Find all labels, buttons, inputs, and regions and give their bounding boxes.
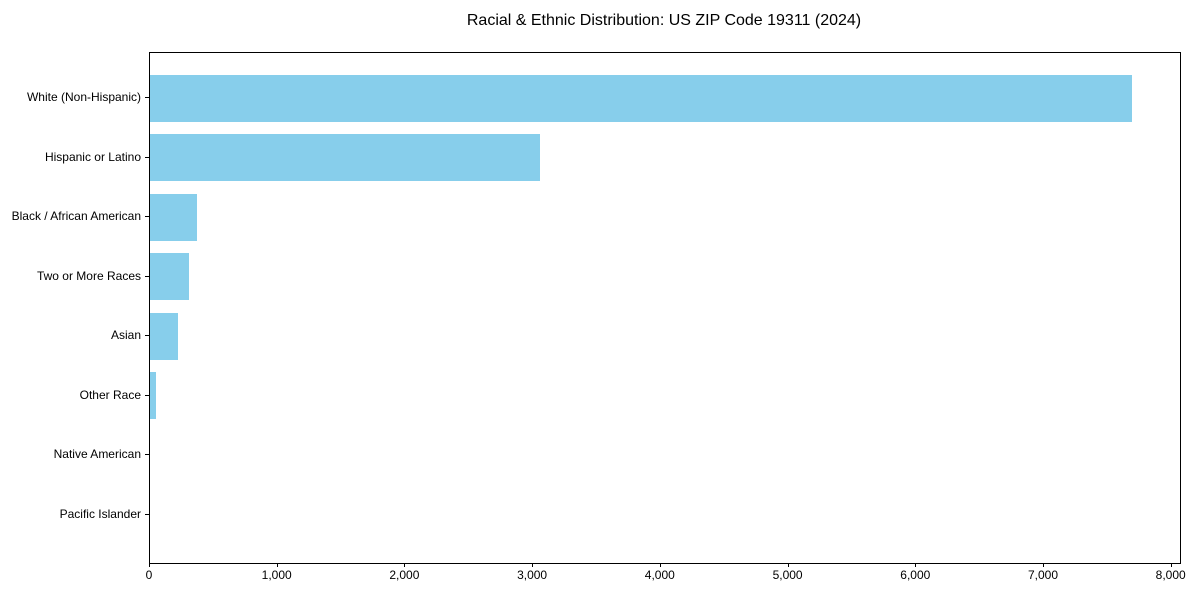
plot-area xyxy=(149,52,1181,564)
y-tick-label: Pacific Islander xyxy=(59,507,141,522)
y-tick-mark xyxy=(145,454,149,456)
y-tick-mark xyxy=(145,97,149,98)
x-tick-mark xyxy=(659,563,661,567)
x-tick-label: 4,000 xyxy=(644,568,675,582)
x-tick-mark xyxy=(787,563,789,567)
y-tick-label: Two or More Races xyxy=(36,268,141,283)
y-tick-label: Other Race xyxy=(79,387,141,402)
chart-title: Racial & Ethnic Distribution: US ZIP Cod… xyxy=(466,12,862,29)
y-tick-label: Native American xyxy=(53,447,141,462)
x-tick-label: 1,000 xyxy=(261,568,292,582)
y-tick-mark xyxy=(145,335,149,337)
x-tick-mark xyxy=(532,563,534,567)
bar xyxy=(150,74,1133,122)
bar xyxy=(150,372,157,420)
bar xyxy=(150,134,540,182)
y-tick-label: Asian xyxy=(110,328,141,343)
y-tick-label: Hispanic or Latino xyxy=(44,149,141,164)
x-tick-label: 2,000 xyxy=(389,568,420,582)
bar xyxy=(150,253,190,301)
y-tick-label: White (Non-Hispanic) xyxy=(26,90,141,104)
x-tick-label: 6,000 xyxy=(900,568,931,582)
bar xyxy=(150,193,197,241)
y-tick-mark xyxy=(145,514,149,516)
bar xyxy=(150,312,178,360)
x-tick-mark xyxy=(404,563,406,567)
y-tick-label: Black / African American xyxy=(11,209,141,224)
y-tick-mark xyxy=(145,156,149,158)
x-tick-mark xyxy=(149,563,150,567)
y-tick-mark xyxy=(145,216,149,218)
x-tick-mark xyxy=(276,563,278,567)
x-tick-label: 3,000 xyxy=(517,568,548,582)
x-tick-label: 0 xyxy=(145,568,153,582)
x-tick-mark xyxy=(1043,563,1044,567)
x-tick-mark xyxy=(1170,563,1172,567)
x-tick-label: 5,000 xyxy=(772,568,803,582)
x-tick-label: 7,000 xyxy=(1027,568,1059,582)
x-tick-mark xyxy=(915,563,917,567)
x-tick-label: 8,000 xyxy=(1155,568,1186,582)
y-tick-mark xyxy=(145,275,149,277)
y-tick-mark xyxy=(145,394,149,396)
